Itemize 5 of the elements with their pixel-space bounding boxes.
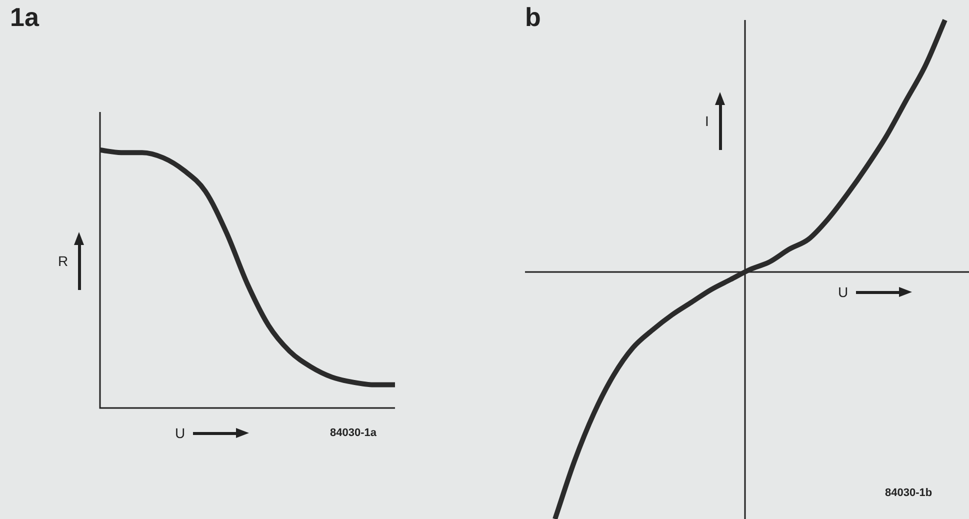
text: 84030-1a — [330, 427, 376, 439]
chart-title: 1a — [10, 2, 39, 33]
y-axis-title: R — [58, 253, 68, 269]
x-axis-title: U — [175, 425, 186, 441]
chart-title: b — [525, 2, 541, 33]
